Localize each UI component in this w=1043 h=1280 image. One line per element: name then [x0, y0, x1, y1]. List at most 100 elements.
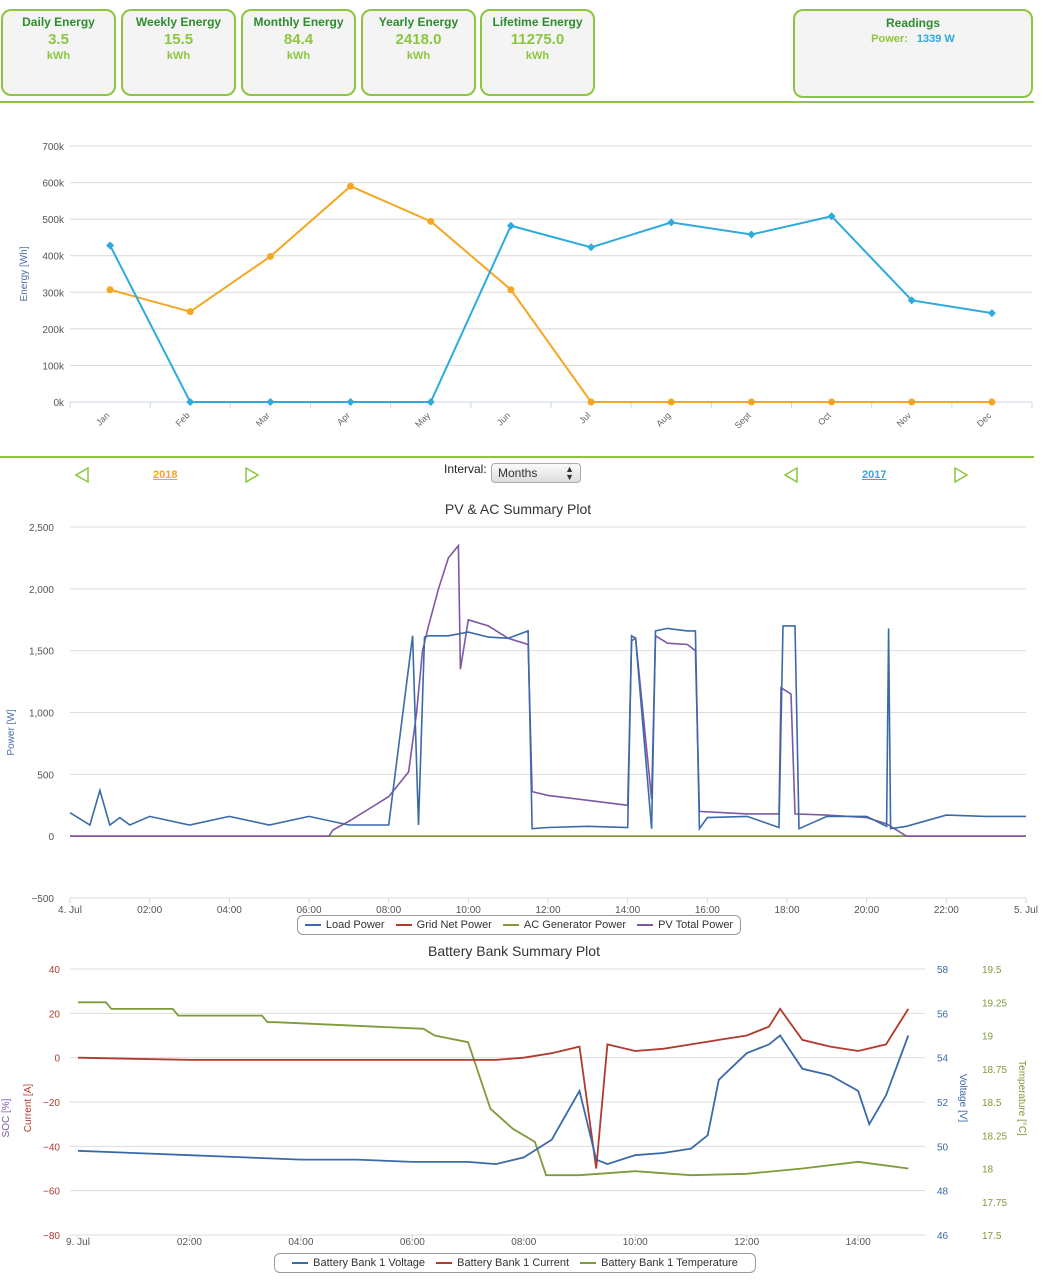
y-tick-label-right: 54	[937, 1054, 949, 1065]
y-tick-label-right: 58	[937, 965, 949, 976]
legend-ac-generator-power[interactable]: AC Generator Power	[502, 919, 626, 931]
x-tick-label: 08:00	[376, 905, 401, 915]
data-point-2017	[987, 309, 996, 318]
x-tick-label: Nov	[895, 410, 914, 429]
x-tick-label: 10:00	[623, 1237, 648, 1248]
series-line-battery-bank-1-current	[77, 1007, 910, 1169]
y-tick-label-right2: 17.5	[982, 1231, 1002, 1242]
x-tick-label: 02:00	[137, 905, 162, 915]
y-tick-label-right: 50	[937, 1142, 949, 1153]
tile-unit: kWh	[166, 50, 191, 62]
tile-weekly-energy: Weekly Energy 15.5 kWh	[121, 9, 236, 96]
tile-unit: kWh	[525, 50, 550, 62]
readings-power: Power: 1339 W	[795, 33, 1031, 45]
data-point-2017	[266, 398, 275, 406]
y-tick-label: 400k	[42, 252, 65, 263]
tile-lifetime-energy: Lifetime Energy 11275.0 kWh	[480, 9, 595, 96]
tile-value: 84.4	[283, 31, 314, 48]
x-tick-label: Jun	[495, 410, 512, 427]
data-point-2018	[988, 398, 996, 406]
data-point-2018	[427, 217, 435, 225]
y-tick-label: 0k	[53, 398, 65, 409]
y-tick-label-right2: 19.5	[982, 965, 1002, 976]
legend-battery-temperature[interactable]: Battery Bank 1 Temperature	[580, 1257, 738, 1269]
battery-bank-summary-chart: Battery Bank Summary Plot −80 −60 −40 −20 0 20…	[1, 943, 1027, 1248]
data-point-2017	[506, 221, 515, 230]
legend-pv-total-power[interactable]: PV Total Power	[637, 919, 733, 931]
legend-battery-voltage[interactable]: Battery Bank 1 Voltage	[292, 1257, 425, 1269]
legend-grid-net-power[interactable]: Grid Net Power	[395, 919, 492, 931]
tile-unit: kWh	[406, 50, 431, 62]
tile-unit: kWh	[46, 50, 71, 62]
data-point-2017	[186, 398, 195, 406]
data-point-2017	[346, 398, 355, 406]
next-year-left-icon[interactable]	[244, 467, 260, 483]
y-tick-label-left: 20	[49, 1009, 61, 1020]
data-point-2018	[667, 398, 675, 406]
tile-monthly-energy: Monthly Energy 84.4 kWh	[241, 9, 356, 96]
tile-daily-energy: Daily Energy 3.5 kWh	[1, 9, 116, 96]
y-tick-label-left: −80	[43, 1231, 60, 1242]
tile-title: Daily Energy	[22, 15, 95, 29]
legend-battery-current[interactable]: Battery Bank 1 Current	[436, 1257, 569, 1269]
power-value: 1339 W	[916, 33, 955, 45]
battery-legend: Battery Bank 1 Voltage Battery Bank 1 Cu…	[274, 1253, 756, 1273]
data-point-2018	[186, 308, 194, 316]
y-tick-label: 200k	[42, 325, 65, 336]
y-axis-label-current: Current [A]	[23, 1084, 34, 1133]
x-tick-label: 06:00	[400, 1237, 425, 1248]
tile-title: Lifetime Energy	[492, 15, 583, 29]
chart-title: PV & AC Summary Plot	[445, 501, 591, 517]
series-line-battery-bank-1-voltage	[77, 1034, 910, 1166]
data-point-2017	[827, 212, 836, 221]
x-tick-label: 10:00	[456, 905, 481, 915]
x-tick-label: 20:00	[854, 905, 879, 915]
y-tick-label-left: 0	[54, 1054, 60, 1065]
y-tick-label: 2,500	[29, 523, 54, 534]
y-tick-label: 100k	[42, 361, 65, 372]
y-tick-label-right2: 18.75	[982, 1065, 1007, 1076]
legend-load-power[interactable]: Load Power	[304, 919, 385, 931]
prev-year-left-icon[interactable]	[74, 467, 90, 483]
y-tick-label: 1,500	[29, 647, 54, 658]
y-tick-label: 600k	[42, 179, 65, 190]
year-link-2018[interactable]: 2018	[153, 469, 178, 481]
y-axis-label-soc: SOC [%]	[1, 1098, 12, 1137]
y-tick-label: 300k	[42, 288, 65, 299]
readings-panel: Readings Power: 1339 W	[793, 9, 1033, 98]
x-tick-label: May	[413, 410, 432, 429]
y-tick-label: −500	[31, 894, 54, 905]
x-tick-label: Aug	[654, 410, 672, 428]
tile-unit: kWh	[286, 50, 311, 62]
next-year-right-icon[interactable]	[953, 467, 969, 483]
interval-select[interactable]: Months ▲ ▼	[491, 463, 581, 483]
y-axis-label: Power [W]	[6, 709, 17, 755]
series-line-load-power	[69, 625, 1026, 832]
separator-middle	[0, 456, 1034, 458]
pv-ac-summary-chart: PV & AC Summary Plot −500 0 500 1,000 1,500 2,…	[6, 501, 1038, 915]
x-tick-label: 14:00	[615, 905, 640, 915]
tile-value: 15.5	[163, 31, 194, 48]
y-tick-label-right: 52	[937, 1098, 949, 1109]
x-tick-label: Apr	[335, 410, 352, 427]
x-tick-label: Sept	[733, 410, 754, 431]
data-point-2017	[667, 218, 676, 227]
x-tick-label: Oct	[816, 410, 833, 427]
prev-year-right-icon[interactable]	[783, 467, 799, 483]
year-link-2017[interactable]: 2017	[862, 469, 887, 481]
monthly-energy-chart: 0k 100k 200k 300k 400k 500k 600k 700k Jan Feb Mar A…	[19, 142, 1033, 431]
x-tick-label: Mar	[254, 410, 272, 428]
y-axis-label-voltage: Voltage [V]	[957, 1074, 968, 1123]
y-tick-label-right2: 19.25	[982, 998, 1007, 1009]
x-tick-label: 9. Jul	[66, 1237, 90, 1248]
series-line-2018	[109, 185, 992, 403]
y-tick-label: 2,000	[29, 585, 54, 596]
y-tick-label: 0	[48, 832, 54, 843]
tile-value: 11275.0	[510, 31, 565, 48]
data-point-2017	[426, 398, 435, 406]
tile-value: 2418.0	[395, 31, 442, 48]
data-point-2017	[587, 243, 596, 252]
x-tick-label: 04:00	[288, 1237, 313, 1248]
y-axis-label-temperature: Temperature [°C]	[1016, 1060, 1027, 1136]
separator-top	[0, 101, 1034, 103]
